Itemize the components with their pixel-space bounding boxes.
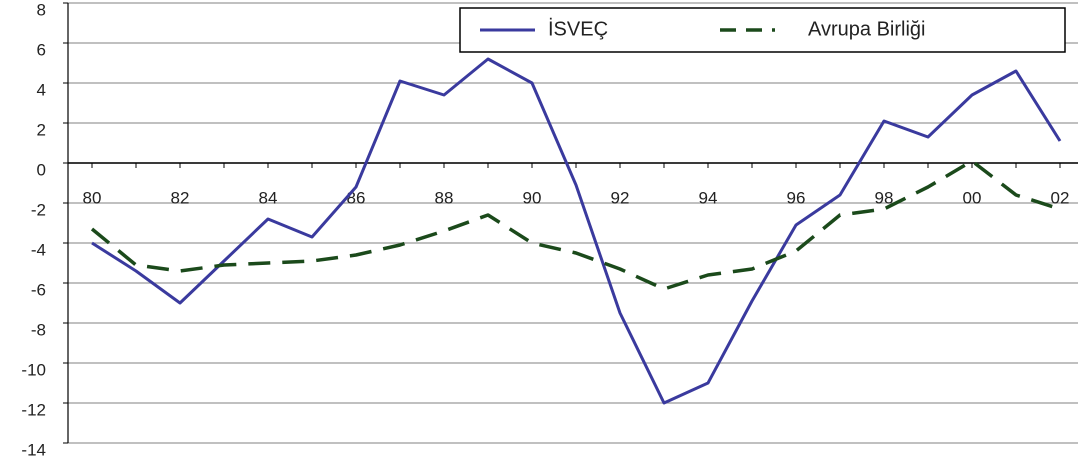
x-tick-label: 94 <box>699 188 718 207</box>
y-tick-label: -2 <box>31 200 46 219</box>
legend-label: İSVEÇ <box>548 17 608 40</box>
y-tick-label: 8 <box>37 0 46 19</box>
y-tick-label: -12 <box>21 400 46 419</box>
legend-box <box>459 7 1066 53</box>
y-tick-label: 6 <box>37 40 46 59</box>
y-tick-label: -14 <box>21 440 46 459</box>
x-tick-label: 00 <box>963 188 982 207</box>
y-tick-label: 0 <box>37 160 46 179</box>
y-tick-label: -8 <box>31 320 46 339</box>
x-tick-label: 84 <box>259 188 278 207</box>
x-tick-label: 80 <box>83 188 102 207</box>
y-tick-label: -4 <box>31 240 46 259</box>
x-tick-label: 82 <box>171 188 190 207</box>
y-tick-label: -6 <box>31 280 46 299</box>
series-line <box>91 57 1062 405</box>
y-tick-label: 4 <box>37 80 46 99</box>
y-tick-label: 2 <box>37 120 46 139</box>
x-tick-label: 92 <box>611 188 630 207</box>
x-tick-label: 98 <box>875 188 894 207</box>
series-line <box>90 159 1061 291</box>
x-tick-label: 02 <box>1051 188 1070 207</box>
x-tick-label: 90 <box>523 188 542 207</box>
y-tick-label: -10 <box>21 360 46 379</box>
x-tick-label: 86 <box>347 188 366 207</box>
x-tick-label: 96 <box>787 188 806 207</box>
x-tick-label: 88 <box>435 188 454 207</box>
legend-label: Avrupa Birliği <box>808 18 925 40</box>
